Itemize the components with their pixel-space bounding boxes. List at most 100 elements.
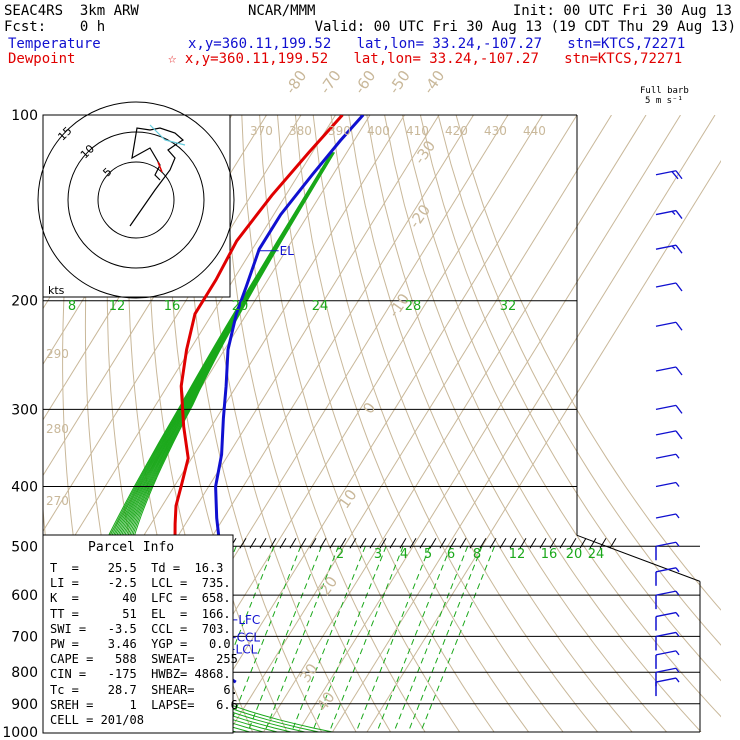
hatch-mark <box>469 538 477 549</box>
isotherm-line <box>228 115 612 732</box>
mixing-ratio-line <box>407 546 483 732</box>
barb-half-flag <box>675 667 680 673</box>
model-title: SEAC4RS 3km ARW <box>4 3 139 19</box>
hatch-mark <box>599 538 607 549</box>
barb-half-flag <box>675 590 680 596</box>
wind-barb <box>655 209 683 219</box>
barb-shaft <box>655 453 677 459</box>
pressure-tick-label: 300 <box>11 402 38 418</box>
wind-barbs <box>655 170 683 697</box>
barb-half-flag <box>675 541 680 547</box>
mixing-ratio-label: 20 <box>566 547 583 562</box>
barb-scale-unit: 5 m s⁻¹ <box>645 96 683 106</box>
hatch-mark <box>429 538 437 549</box>
parcel-info-line: T = 25.5 Td = 16.3 <box>50 561 224 575</box>
dry-adiabat-line <box>187 115 323 732</box>
mixing-ratio-line <box>291 546 366 732</box>
valid-time: Valid: 00 UTC Fri 30 Aug 13 (19 CDT Thu … <box>314 19 736 35</box>
mixing-ratio-label: 8 <box>68 299 76 314</box>
isotherm-label: -40 <box>420 67 449 97</box>
barb-scale-title: Full barb <box>640 86 689 96</box>
pressure-tick-label: 200 <box>11 294 38 310</box>
theta-e-label: 400 <box>367 124 390 138</box>
mixing-ratio-label: 16 <box>541 547 558 562</box>
forecast-hour: Fcst: 0 h <box>4 19 106 35</box>
barb-shaft <box>655 677 677 683</box>
mixing-ratio-label: 5 <box>424 547 432 562</box>
parcel-info-line: Tc = 28.7 SHEAR= 6. <box>50 682 238 697</box>
pressure-tick-label: 700 <box>11 629 38 645</box>
dry-adiabat-line <box>419 115 721 682</box>
dry-adiabat-line <box>294 115 530 732</box>
parcel-info-line: SREH = 1 LAPSE= 6.6 <box>50 697 238 712</box>
isotherm-line <box>332 115 716 732</box>
hatch-mark <box>289 538 297 549</box>
pressure-tick-label: 100 <box>11 108 38 124</box>
barb-half-flag <box>675 632 680 637</box>
dry-adiabat-line <box>312 115 564 732</box>
parcel-info-line: PW = 3.46 YGP = 0.0 <box>50 637 231 652</box>
barb-half-flag <box>675 612 680 617</box>
mixing-ratio-label: 16 <box>164 299 181 314</box>
mixing-ratio-label: 32 <box>500 299 517 314</box>
hatch-mark <box>519 538 527 549</box>
pressure-tick-label: 400 <box>11 479 38 495</box>
wind-barb <box>655 404 683 414</box>
mixing-ratio-line <box>355 546 431 732</box>
barb-shaft <box>655 631 677 638</box>
barb-half-flag <box>675 482 680 487</box>
mixing-ratio-label: 20 <box>232 299 249 314</box>
hatch-mark <box>389 538 397 549</box>
theta-e-label: 380 <box>289 124 312 138</box>
barb-shaft <box>655 321 677 327</box>
theta-e-label: 420 <box>445 124 468 138</box>
isotherm-line <box>194 115 578 732</box>
hatch-mark <box>439 538 447 549</box>
mixing-ratio-label: 3 <box>374 547 382 562</box>
parcel-info-line: K = 40 LFC = 658. <box>50 591 231 606</box>
parcel-info-title: Parcel Info <box>88 540 175 555</box>
mixing-ratio-label: 12 <box>109 299 126 314</box>
mixing-ratio-label: 28 <box>405 299 422 314</box>
barb-flag <box>675 282 683 292</box>
wind-barb <box>655 170 683 180</box>
parcel-info-line: LI = -2.5 LCL = 735. <box>50 576 231 591</box>
barb-half-flag <box>675 677 680 683</box>
barb-half-flag <box>675 513 680 519</box>
barb-shaft <box>655 650 677 656</box>
wind-barb <box>655 481 680 488</box>
barb-half-flag <box>671 210 676 216</box>
isotherm-line <box>43 115 336 588</box>
theta-e-label: 370 <box>250 124 273 138</box>
dry-adiabat-line <box>223 115 392 732</box>
hatch-mark <box>549 538 557 549</box>
hatch-mark <box>479 538 487 549</box>
hatch-mark <box>339 538 347 549</box>
hatch-mark <box>379 538 387 549</box>
barb-shaft <box>655 590 677 596</box>
barb-half-flag <box>671 245 676 250</box>
hatch-mark <box>589 538 597 549</box>
hodograph-ring <box>97 161 175 239</box>
isotherm-line <box>366 160 721 732</box>
wind-barb <box>655 541 680 561</box>
isotherm-label: -70 <box>316 67 345 97</box>
isotherm-line <box>297 115 681 732</box>
parcel-info-line: TT = 51 EL = 166. <box>50 606 231 621</box>
wind-barb <box>655 282 683 292</box>
mixing-ratio-label: 4 <box>400 547 408 562</box>
isotherm-label: -60 <box>351 67 380 97</box>
mixing-ratio-line <box>393 546 469 732</box>
isotherm-label: 30 <box>296 660 322 686</box>
hodograph-frame <box>42 114 231 298</box>
barb-shaft <box>655 541 677 547</box>
hatch-mark <box>419 538 427 549</box>
isotherm-label: -50 <box>385 67 414 97</box>
hodograph-unit-label: kts <box>48 284 65 297</box>
dry-adiabat-line <box>205 115 357 732</box>
hatch-mark <box>329 538 337 549</box>
dry-adiabat-line <box>437 115 721 646</box>
hatch-mark <box>269 538 277 549</box>
hatch-mark <box>529 538 537 549</box>
